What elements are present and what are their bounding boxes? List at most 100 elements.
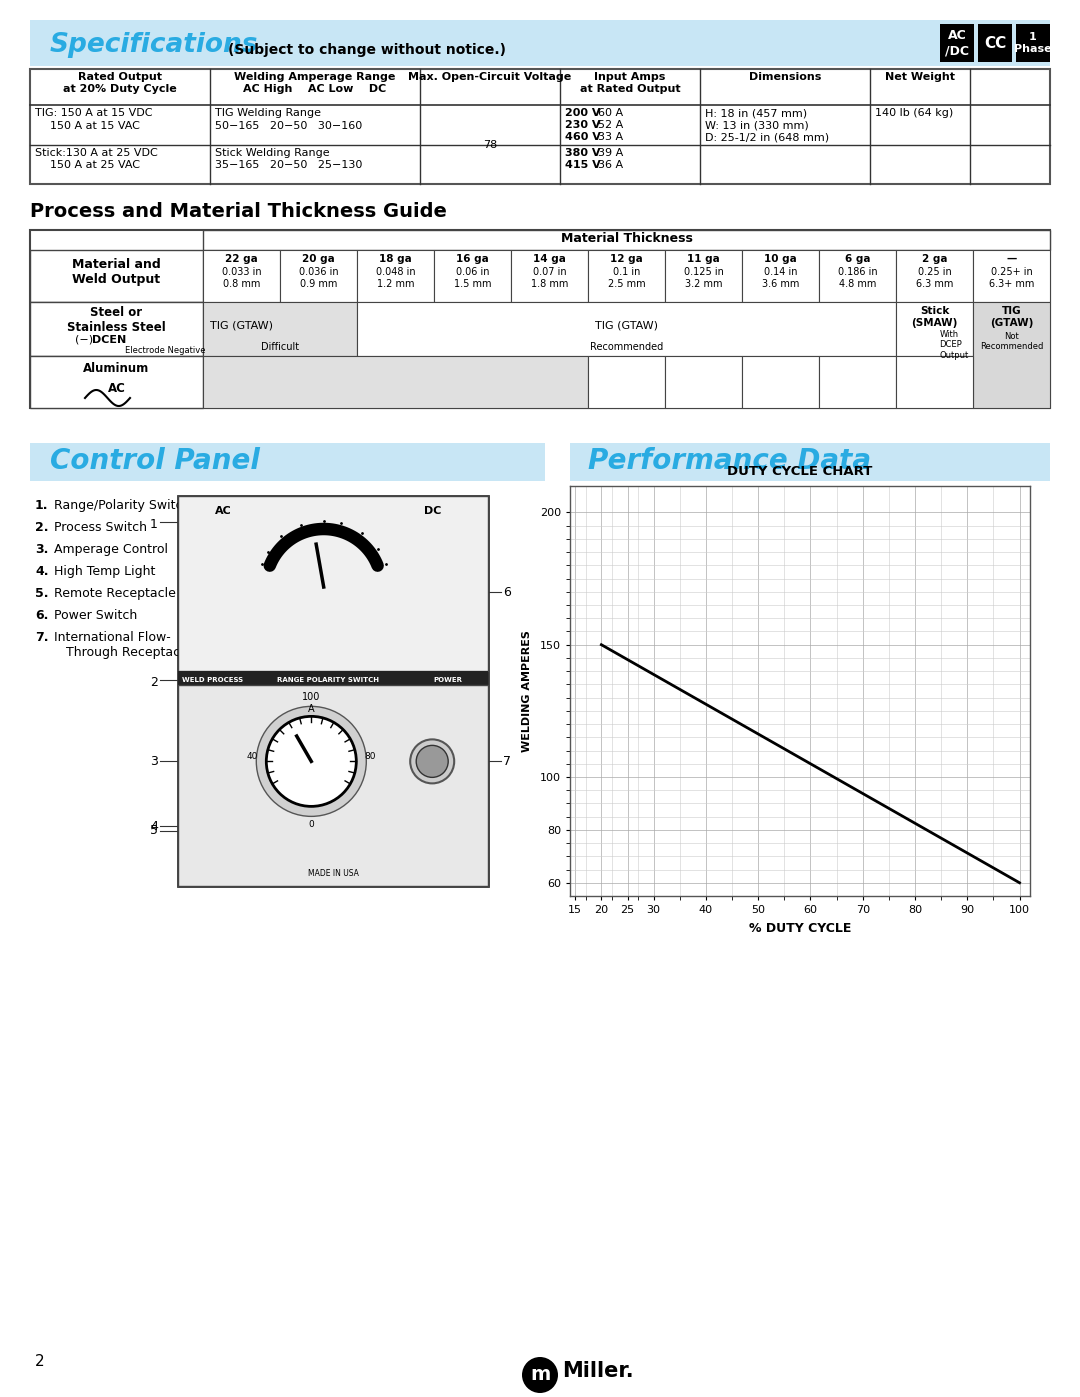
Bar	[819, 250, 896, 302]
Text: AC: AC	[108, 381, 125, 395]
Bar	[973, 302, 1050, 408]
Text: —: —	[1007, 254, 1016, 264]
Bar	[434, 250, 511, 302]
Text: 0: 0	[309, 820, 314, 830]
Text: 150 A at 25 VAC: 150 A at 25 VAC	[50, 161, 140, 170]
Text: 4.8 mm: 4.8 mm	[839, 279, 876, 289]
Text: Range/Polarity Switch: Range/Polarity Switch	[50, 499, 190, 511]
Text: W: 13 in (330 mm): W: 13 in (330 mm)	[705, 120, 809, 130]
Text: TIG Welding Range: TIG Welding Range	[215, 108, 321, 117]
Text: 0.8 mm: 0.8 mm	[222, 279, 260, 289]
Bar	[357, 302, 896, 356]
Text: 0.125 in: 0.125 in	[684, 267, 724, 277]
Text: 3.2 mm: 3.2 mm	[685, 279, 723, 289]
Text: (−): (−)	[75, 335, 93, 345]
Bar	[819, 356, 896, 408]
Bar	[978, 24, 1012, 61]
Text: 4: 4	[150, 820, 158, 833]
Text: 0.1 in: 0.1 in	[612, 267, 640, 277]
Text: Rated Output
at 20% Duty Cycle: Rated Output at 20% Duty Cycle	[63, 73, 177, 94]
Circle shape	[410, 739, 455, 784]
Bar	[511, 250, 588, 302]
Text: DC: DC	[424, 506, 442, 515]
Text: With
DCEP
Output: With DCEP Output	[940, 330, 969, 360]
Text: TIG
(GTAW): TIG (GTAW)	[989, 306, 1034, 328]
Text: 0.048 in: 0.048 in	[376, 267, 416, 277]
Text: 2.5 mm: 2.5 mm	[608, 279, 646, 289]
Text: High Temp Light: High Temp Light	[50, 564, 156, 578]
Text: A: A	[308, 704, 314, 714]
Bar	[178, 671, 488, 685]
Text: 16 ga: 16 ga	[456, 254, 489, 264]
Bar	[178, 496, 488, 886]
Circle shape	[522, 1356, 558, 1393]
Text: 52 A: 52 A	[598, 120, 623, 130]
Y-axis label: WELDING AMPERES: WELDING AMPERES	[522, 630, 531, 752]
Text: 3.6 mm: 3.6 mm	[761, 279, 799, 289]
Text: 415 V: 415 V	[565, 159, 600, 169]
Text: 0.186 in: 0.186 in	[838, 267, 877, 277]
Text: 11 ga: 11 ga	[687, 254, 720, 264]
Text: 5: 5	[150, 824, 158, 837]
Text: 78: 78	[483, 140, 497, 149]
Bar	[940, 24, 974, 61]
Text: 33 A: 33 A	[598, 131, 623, 142]
Text: Aluminum: Aluminum	[83, 362, 150, 374]
Text: WELD PROCESS: WELD PROCESS	[183, 678, 244, 683]
Bar	[570, 443, 1050, 481]
Text: Control Panel: Control Panel	[50, 447, 260, 475]
Bar	[280, 250, 357, 302]
Bar	[30, 356, 203, 408]
Text: CC: CC	[984, 35, 1007, 50]
Bar	[742, 250, 819, 302]
Bar	[665, 250, 742, 302]
Text: 0.033 in: 0.033 in	[221, 267, 261, 277]
Bar	[973, 250, 1050, 302]
Bar	[665, 356, 742, 408]
X-axis label: % DUTY CYCLE: % DUTY CYCLE	[748, 922, 851, 935]
Text: 380 V: 380 V	[565, 148, 600, 158]
Text: POWER: POWER	[433, 678, 462, 683]
Text: H: 18 in (457 mm): H: 18 in (457 mm)	[705, 108, 807, 117]
Bar	[203, 250, 280, 302]
Text: MADE IN USA: MADE IN USA	[308, 869, 359, 877]
Text: Steel or
Stainless Steel: Steel or Stainless Steel	[67, 306, 166, 334]
Text: 1.2 mm: 1.2 mm	[377, 279, 415, 289]
Text: Dimensions: Dimensions	[748, 73, 821, 82]
Text: 22 ga: 22 ga	[225, 254, 258, 264]
Text: 2: 2	[35, 1354, 44, 1369]
Text: 3.: 3.	[35, 543, 49, 556]
Text: 35−165   20−50   25−130: 35−165 20−50 25−130	[215, 161, 363, 170]
Text: 0.14 in: 0.14 in	[764, 267, 797, 277]
Text: 14 ga: 14 ga	[534, 254, 566, 264]
Text: Difficult: Difficult	[261, 342, 299, 352]
Text: 40: 40	[247, 752, 258, 761]
Bar	[896, 356, 973, 408]
Text: TIG (GTAW): TIG (GTAW)	[210, 320, 273, 330]
Text: AC: AC	[215, 506, 231, 515]
Text: 12 ga: 12 ga	[610, 254, 643, 264]
Text: Stick Welding Range: Stick Welding Range	[215, 148, 329, 158]
Text: Electrode Negative: Electrode Negative	[125, 346, 205, 355]
Text: 6.3 mm: 6.3 mm	[916, 279, 954, 289]
Text: 2 ga: 2 ga	[921, 254, 947, 264]
Text: 1
Phase: 1 Phase	[1014, 32, 1052, 54]
Text: 18 ga: 18 ga	[379, 254, 411, 264]
Text: 3: 3	[150, 754, 158, 768]
Bar	[896, 302, 973, 356]
Text: 0.07 in: 0.07 in	[532, 267, 566, 277]
Text: Specifications: Specifications	[50, 32, 258, 59]
Text: 0.036 in: 0.036 in	[299, 267, 338, 277]
Text: (Subject to change without notice.): (Subject to change without notice.)	[228, 43, 507, 57]
Text: RANGE POLARITY SWITCH: RANGE POLARITY SWITCH	[276, 678, 379, 683]
Text: Material Thickness: Material Thickness	[561, 232, 692, 244]
Text: 36 A: 36 A	[598, 159, 623, 169]
Bar	[1016, 24, 1050, 61]
Text: Welding Amperage Range
AC High    AC Low    DC: Welding Amperage Range AC High AC Low DC	[234, 73, 395, 94]
Text: 0.25 in: 0.25 in	[918, 267, 951, 277]
Text: 10 ga: 10 ga	[765, 254, 797, 264]
Text: Max. Open-Circuit Voltage: Max. Open-Circuit Voltage	[408, 73, 571, 82]
Text: Performance Data: Performance Data	[588, 447, 872, 475]
Text: 0.25+ in: 0.25+ in	[990, 267, 1032, 277]
Text: D: 25-1/2 in (648 mm): D: 25-1/2 in (648 mm)	[705, 131, 829, 142]
